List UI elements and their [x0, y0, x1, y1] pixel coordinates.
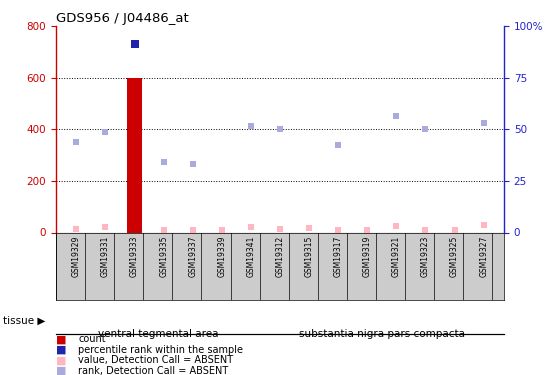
Text: GSM19315: GSM19315 — [305, 236, 314, 277]
Text: GSM19323: GSM19323 — [421, 236, 430, 277]
Text: GDS956 / J04486_at: GDS956 / J04486_at — [56, 12, 189, 25]
Text: ventral tegmental area: ventral tegmental area — [97, 329, 218, 339]
Text: GSM19339: GSM19339 — [217, 236, 226, 278]
Text: GSM19337: GSM19337 — [188, 236, 197, 278]
Bar — [127, 78, 142, 232]
Text: ■: ■ — [56, 334, 67, 344]
Text: substantia nigra pars compacta: substantia nigra pars compacta — [299, 329, 465, 339]
Text: ■: ■ — [56, 345, 67, 355]
Text: GSM19325: GSM19325 — [450, 236, 459, 277]
Text: GSM19312: GSM19312 — [276, 236, 284, 277]
Text: ■: ■ — [56, 366, 67, 375]
Text: GSM19317: GSM19317 — [334, 236, 343, 277]
Text: GSM19335: GSM19335 — [159, 236, 168, 278]
Text: rank, Detection Call = ABSENT: rank, Detection Call = ABSENT — [78, 366, 228, 375]
Text: GSM19329: GSM19329 — [72, 236, 81, 277]
Text: tissue ▶: tissue ▶ — [3, 316, 45, 326]
Text: value, Detection Call = ABSENT: value, Detection Call = ABSENT — [78, 356, 234, 365]
Text: count: count — [78, 334, 106, 344]
Text: GSM19341: GSM19341 — [246, 236, 255, 277]
Text: GSM19321: GSM19321 — [392, 236, 401, 277]
Text: GSM19327: GSM19327 — [479, 236, 488, 277]
Text: GSM19331: GSM19331 — [101, 236, 110, 277]
Text: GSM19319: GSM19319 — [363, 236, 372, 277]
Text: ■: ■ — [56, 356, 67, 365]
Text: percentile rank within the sample: percentile rank within the sample — [78, 345, 244, 355]
Text: GSM19333: GSM19333 — [130, 236, 139, 278]
